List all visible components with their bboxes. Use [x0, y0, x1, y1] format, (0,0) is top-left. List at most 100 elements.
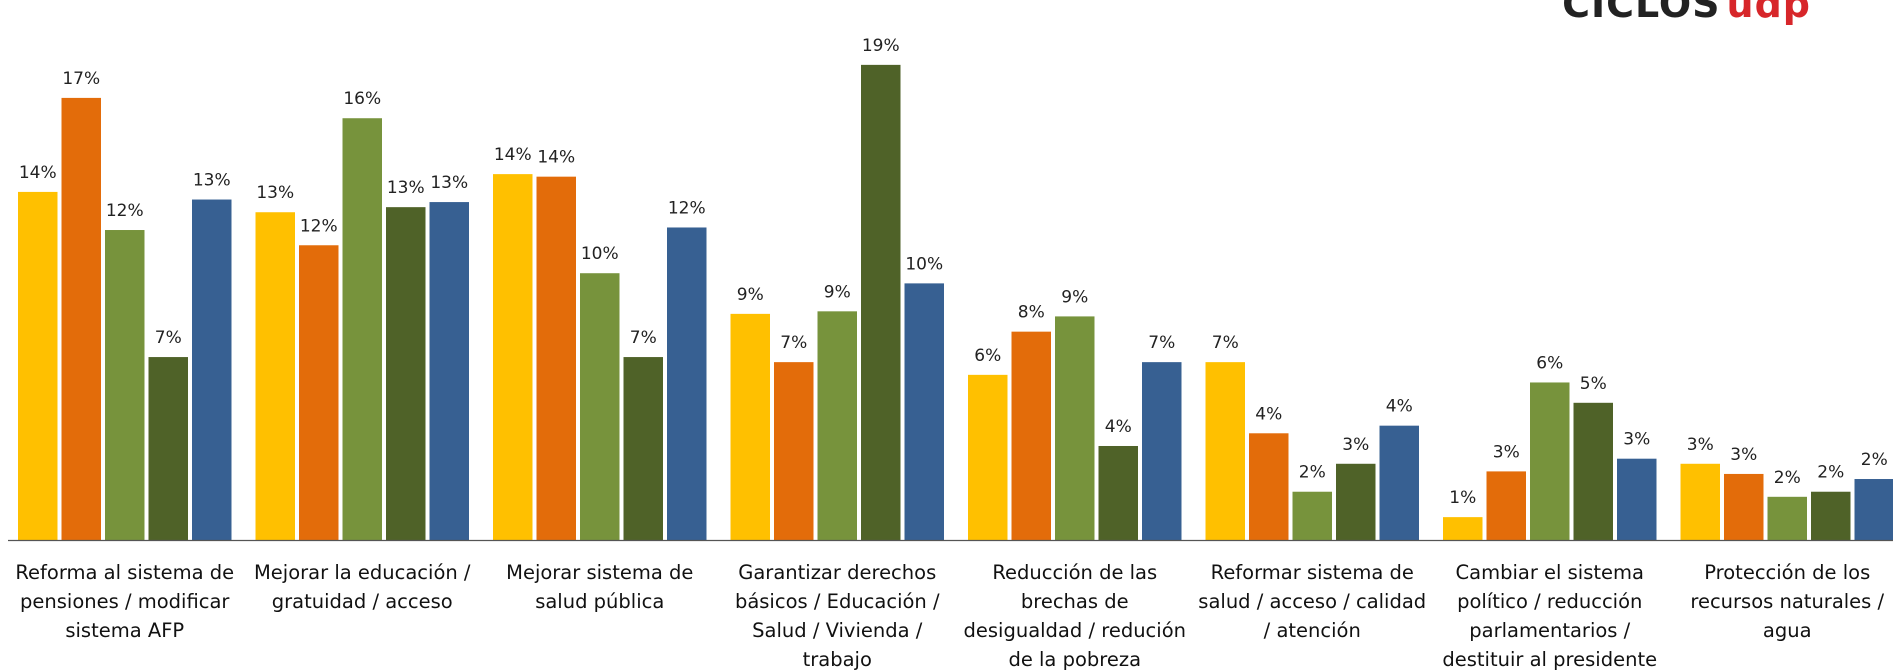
data-label: 14% [19, 163, 57, 183]
category-label-line: de la pobreza [1008, 648, 1141, 671]
category-label-line: agua [1763, 619, 1812, 642]
data-label: 6% [1536, 353, 1563, 373]
bar [774, 362, 814, 540]
data-label: 3% [1730, 445, 1757, 465]
data-label: 10% [581, 244, 619, 264]
bar [1011, 331, 1051, 540]
bar [1379, 425, 1419, 540]
bar [386, 207, 426, 540]
category-label-line: Reforma al sistema de [15, 561, 234, 584]
category-label: Garantizar derechos básicos / Educación /… [735, 561, 940, 671]
data-label: 10% [905, 254, 943, 274]
data-label: 12% [300, 216, 338, 236]
bar [1724, 473, 1764, 540]
data-label: 13% [387, 178, 425, 198]
data-label: 6% [974, 346, 1001, 366]
category-label: Reforma al sistema de pensiones / modific… [15, 561, 234, 642]
data-label: 16% [343, 89, 381, 109]
data-label: 7% [1148, 333, 1175, 353]
data-label: 9% [1061, 287, 1088, 307]
data-label: 12% [106, 201, 144, 221]
category-label: Reformar sistema de salud / acceso / cali… [1198, 561, 1426, 642]
bar [580, 273, 620, 540]
bar [1680, 463, 1720, 540]
category-label-line: salud / acceso / calidad [1198, 590, 1426, 613]
bar [1055, 316, 1095, 540]
bar [861, 64, 901, 541]
category-label: Mejorar sistema de salud pública [506, 561, 693, 613]
category-label-line: parlamentarios / [1469, 619, 1630, 642]
category-label-line: Reformar sistema de [1211, 561, 1414, 584]
data-label: 2% [1299, 463, 1326, 483]
bar [1336, 463, 1376, 540]
category-label: Mejorar la educación / gratuidad / acceso [254, 561, 471, 613]
bar [61, 97, 101, 541]
bar [904, 283, 944, 540]
category-label-line: político / reducción [1457, 590, 1642, 613]
bar [1142, 362, 1182, 540]
bar [1767, 496, 1807, 540]
category-label-line: Mejorar sistema de [506, 561, 693, 584]
category-label-line: Garantizar derechos [738, 561, 936, 584]
category-label: Protección de los recursos naturales / agu… [1690, 561, 1884, 642]
data-label: 4% [1255, 404, 1282, 424]
bar [148, 357, 188, 540]
data-label: 3% [1342, 435, 1369, 455]
bar [1205, 362, 1245, 540]
category-label: Reducción de las brechas de desigualdad / … [964, 561, 1186, 671]
bar [817, 311, 857, 540]
data-label: 3% [1493, 442, 1520, 462]
data-label: 7% [780, 333, 807, 353]
bar [105, 230, 145, 541]
bar [968, 374, 1008, 540]
data-label: 5% [1580, 374, 1607, 394]
logo-ciclos-text: CICLOS [1562, 0, 1721, 26]
data-label: 9% [737, 285, 764, 305]
data-label: 2% [1774, 468, 1801, 488]
data-label: 4% [1105, 417, 1132, 437]
bar [1854, 479, 1893, 540]
category-label-line: desigualdad / redución [964, 619, 1186, 642]
data-label: 7% [155, 328, 182, 348]
bar [1617, 458, 1657, 540]
bar [18, 191, 58, 541]
bar [1573, 402, 1613, 540]
bar [1811, 491, 1851, 540]
category-label-line: destituir al presidente [1442, 648, 1657, 671]
category-label-line: Protección de los [1704, 561, 1870, 584]
data-label: 12% [668, 198, 706, 218]
data-label: 3% [1687, 435, 1714, 455]
data-label: 14% [537, 148, 575, 168]
bar [192, 199, 232, 540]
data-label: 3% [1623, 430, 1650, 450]
bar [623, 357, 663, 540]
data-label: 17% [62, 69, 100, 89]
category-label-line: Mejorar la educación / [254, 561, 471, 584]
data-label: 1% [1449, 488, 1476, 508]
category-label-line: Salud / Vivienda / [752, 619, 923, 642]
category-label-line: Cambiar el sistema [1456, 561, 1644, 584]
data-label: 2% [1861, 450, 1888, 470]
category-label-line: gratuidad / acceso [272, 590, 453, 613]
bar [493, 174, 533, 541]
logo-udp-text: udp [1726, 0, 1811, 26]
data-label: 19% [862, 36, 900, 56]
bar [1292, 491, 1332, 540]
bar [342, 118, 382, 540]
data-label: 14% [494, 145, 532, 165]
data-label: 7% [630, 328, 657, 348]
category-label-line: sistema AFP [65, 619, 184, 642]
bar [1530, 382, 1570, 540]
bar [429, 202, 469, 541]
bar [1098, 445, 1138, 540]
category-label-line: trabajo [803, 648, 872, 671]
data-label: 13% [430, 173, 468, 193]
bar [1249, 433, 1289, 540]
data-label: 9% [824, 282, 851, 302]
data-label: 7% [1212, 333, 1239, 353]
category-label-line: básicos / Educación / [735, 590, 940, 613]
category-label-line: Reducción de las [992, 561, 1157, 584]
bar [255, 212, 295, 541]
data-label: 13% [256, 183, 294, 203]
category-label-line: salud pública [535, 590, 664, 613]
